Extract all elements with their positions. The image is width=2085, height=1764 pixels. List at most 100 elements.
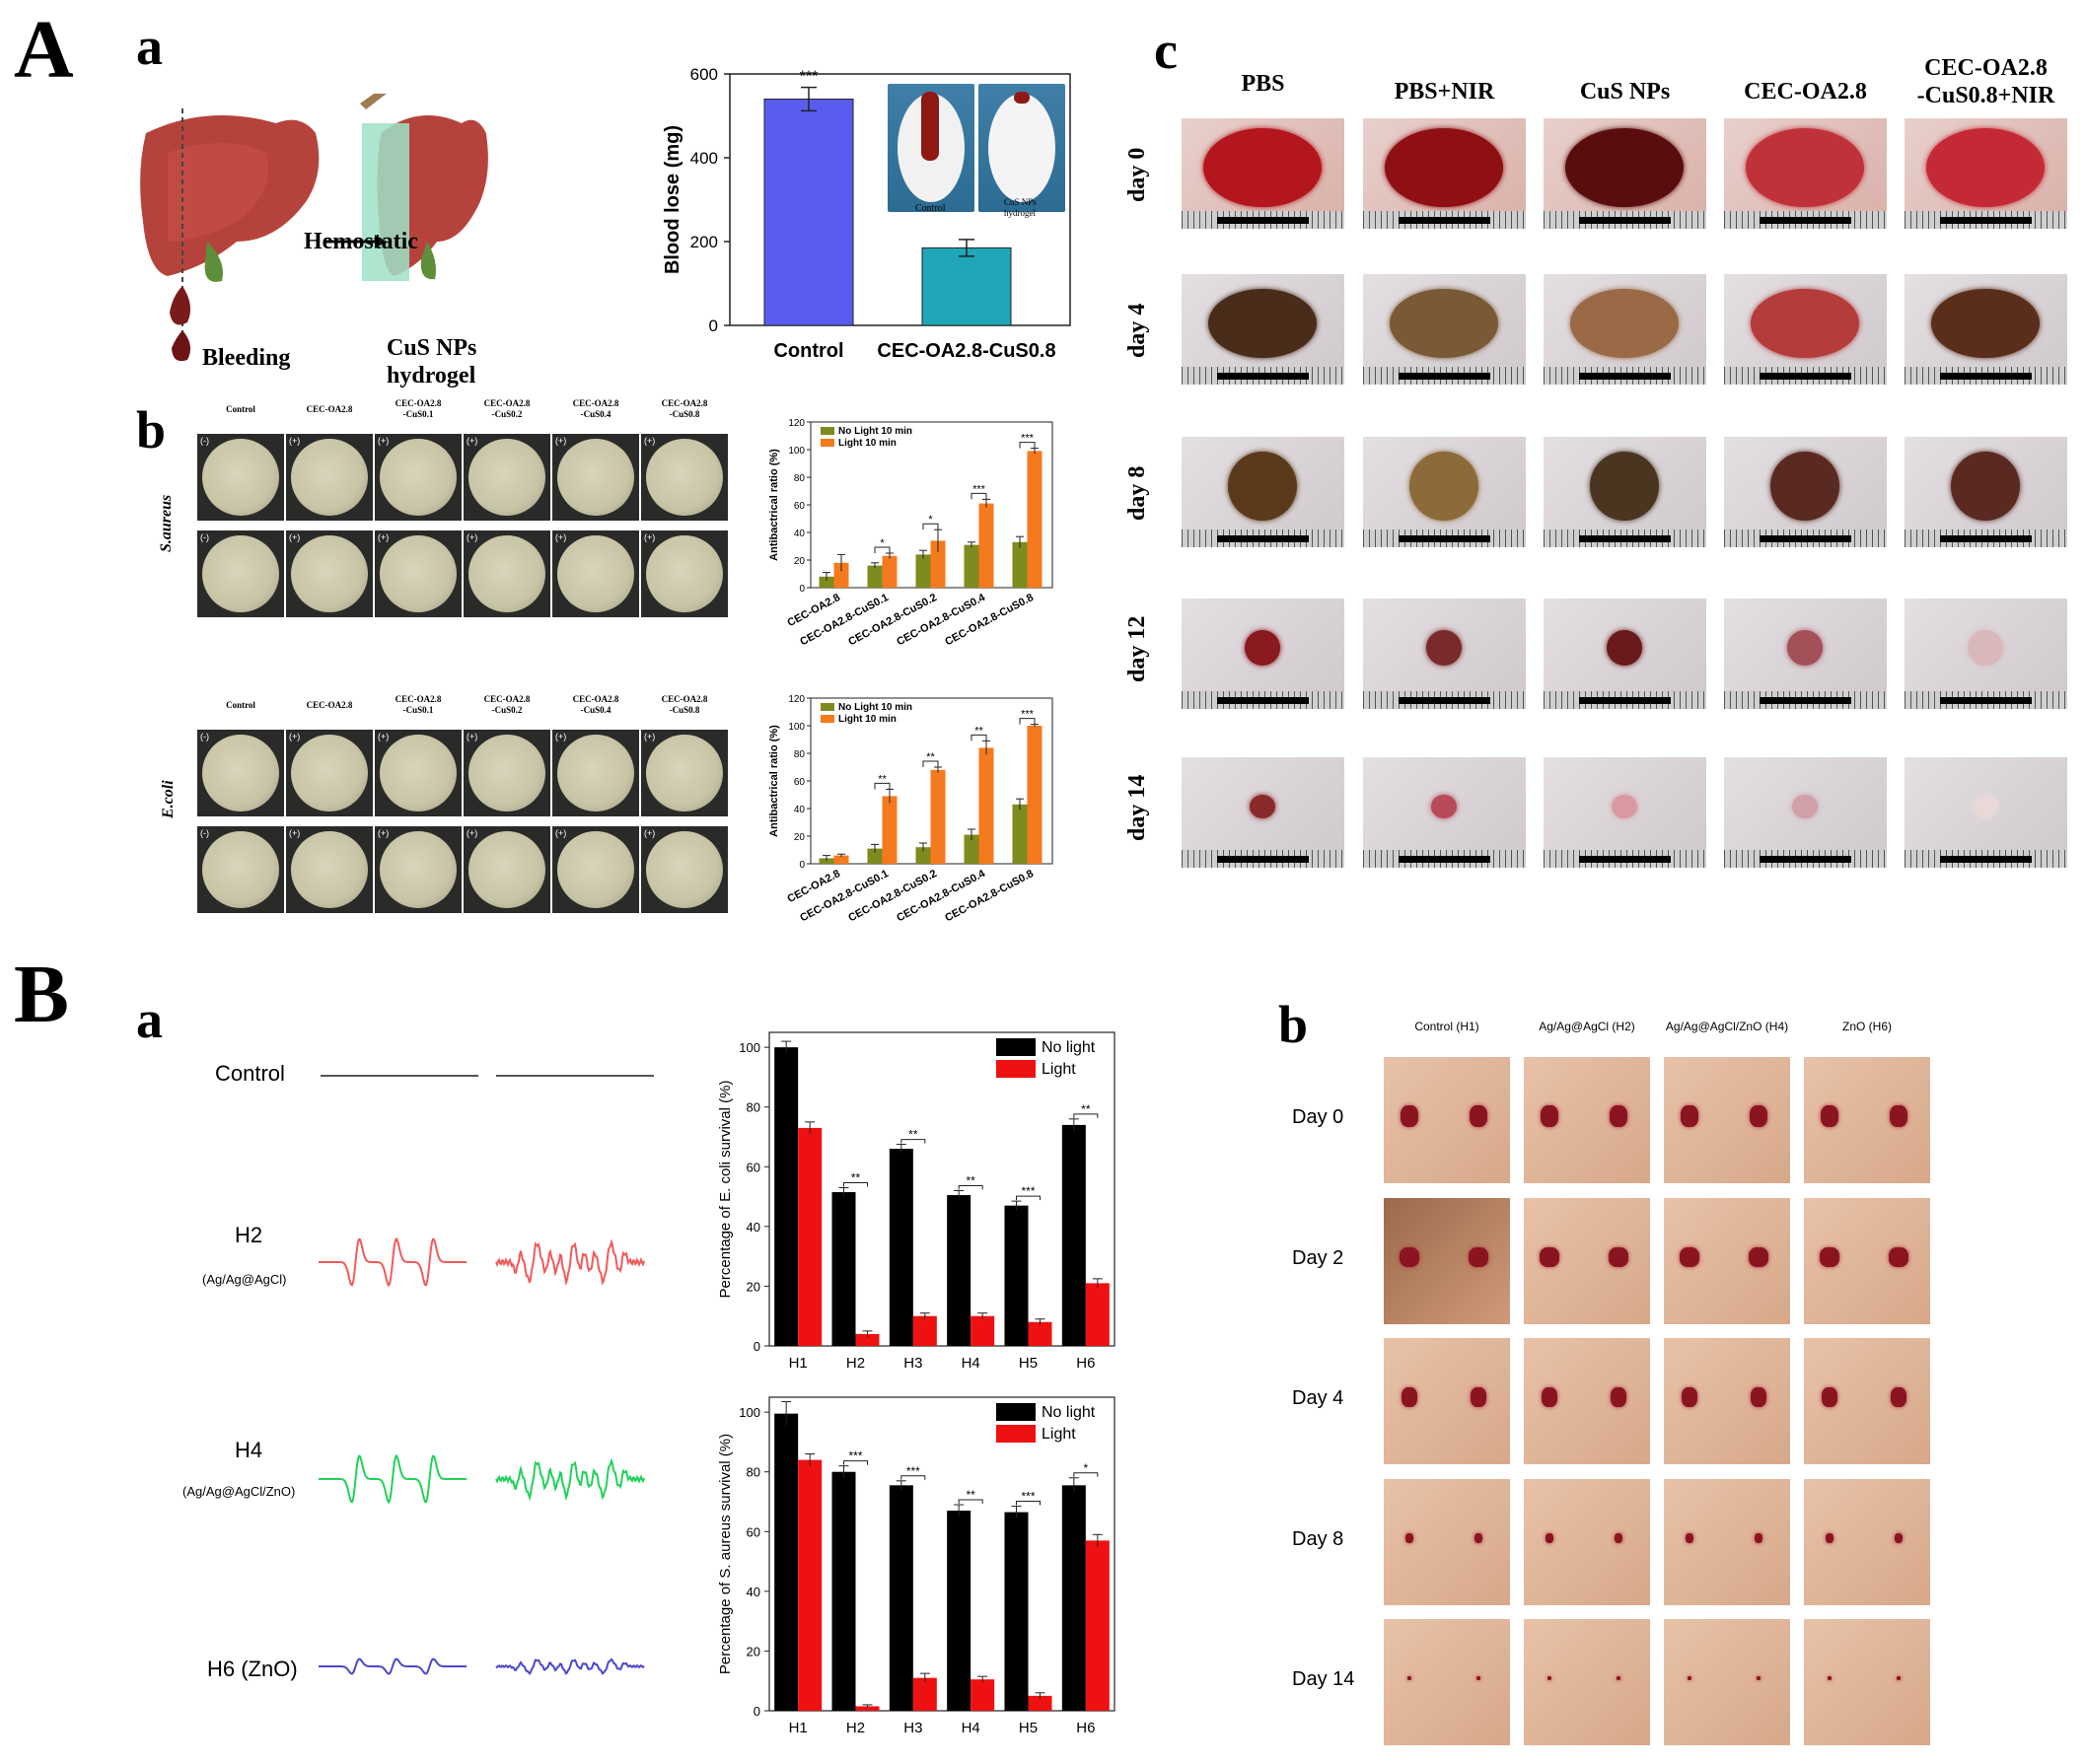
wound-b-photo xyxy=(1524,1338,1650,1464)
wound-photo xyxy=(1182,274,1344,385)
significance-bracket xyxy=(971,734,987,741)
significance-bracket xyxy=(1073,1472,1099,1477)
scale-bar-line xyxy=(1579,373,1671,380)
dish-mark: (-) xyxy=(200,828,209,838)
x-tick-label: H6 xyxy=(1076,1720,1095,1736)
scale-bar-line xyxy=(1399,856,1490,863)
petri-dish xyxy=(646,831,723,908)
epr-h2-spectrum-dark xyxy=(319,1236,467,1288)
scale-bar-line xyxy=(1940,373,2032,380)
significance-label: ** xyxy=(908,1128,918,1142)
legend-label: Light xyxy=(1042,1426,1076,1443)
scale-bar-line xyxy=(1399,373,1490,380)
wound-area xyxy=(1409,452,1478,521)
petri-dish xyxy=(291,735,368,811)
scale-bar xyxy=(1182,529,1344,547)
wound-photo xyxy=(1182,599,1344,709)
epr-h4-label: H4 xyxy=(235,1438,263,1462)
significance-label: *** xyxy=(972,483,986,495)
scale-bar-line xyxy=(1940,697,2032,704)
scale-bar-line xyxy=(1217,697,1309,704)
wound-spot xyxy=(1474,1533,1482,1543)
x-tick-label: CEC-OA2.8-CuS0.8 xyxy=(943,592,1036,648)
wound-column-header: CEC-OA2.8 xyxy=(1924,55,2048,81)
liver-schematic xyxy=(140,94,488,362)
wound-spot xyxy=(1755,1533,1762,1543)
wound-spot xyxy=(1889,1247,1908,1267)
wound-spot xyxy=(1681,1105,1698,1127)
bar xyxy=(1027,726,1042,864)
y-tick-label: 80 xyxy=(747,1465,760,1480)
wound-area xyxy=(1203,128,1322,207)
legend-swatch xyxy=(821,439,834,447)
wound-spot xyxy=(1471,1387,1486,1407)
plot-frame xyxy=(729,73,1071,326)
wound-spot xyxy=(1826,1533,1833,1543)
panel-label-Ac: c xyxy=(1154,21,1178,80)
x-tick-label: H1 xyxy=(789,1720,808,1736)
wound-area xyxy=(1968,630,2003,666)
wound-b-photo xyxy=(1524,1198,1650,1324)
y-tick-label: 0 xyxy=(799,584,805,595)
legend-label: No light xyxy=(1042,1039,1096,1056)
y-tick-label: 20 xyxy=(747,1279,760,1294)
antibac-saureus-chart: 0 20 40 60 80 100 120 Antibactrical ratio (%) CE… xyxy=(768,418,1053,648)
ecoli-label: E.coli xyxy=(160,780,177,818)
scale-bar xyxy=(1905,850,2067,868)
legend-label: Light 10 min xyxy=(838,438,897,449)
scale-bar xyxy=(1182,691,1344,709)
plate-column-header: -CuS0.4 xyxy=(580,409,611,419)
bar xyxy=(882,796,898,864)
wound-b-photo xyxy=(1384,1057,1510,1183)
liver-bleeding xyxy=(140,108,320,362)
scale-bar-line xyxy=(1940,856,2032,863)
petri-dish-photo: (+) xyxy=(286,530,373,617)
bar xyxy=(763,99,854,326)
wound-area xyxy=(1565,128,1684,207)
y-tick-label: 80 xyxy=(794,473,806,484)
plate-column-header: CEC-OA2.8 xyxy=(661,694,708,704)
wound-area xyxy=(1426,630,1462,666)
saureus-survival-chart: 0 20 40 60 80 100 Percentage of S. aureus surv… xyxy=(717,1396,1115,1736)
wound-photo xyxy=(1182,118,1344,229)
petri-dish-photo: (+) xyxy=(375,434,462,521)
y-tick-label: 60 xyxy=(794,777,806,788)
dish-mark: (+) xyxy=(378,436,390,446)
panel-label-Ab: b xyxy=(136,400,167,459)
significance-bracket xyxy=(900,1139,926,1144)
wound-column-header: PBS xyxy=(1241,71,1285,97)
scale-bar xyxy=(1544,691,1706,709)
bar xyxy=(1028,1321,1052,1346)
wound-area xyxy=(1792,795,1818,818)
wound-row-label: day 14 xyxy=(1124,774,1150,841)
scale-bar xyxy=(1363,529,1526,547)
significance-bracket xyxy=(843,1460,868,1465)
scale-bar-line xyxy=(1760,535,1851,542)
wound-b-photo xyxy=(1384,1619,1510,1745)
wound-b-photo xyxy=(1384,1338,1510,1464)
petri-dish xyxy=(291,831,368,908)
wound-photo xyxy=(1724,118,1887,229)
bar xyxy=(774,1047,799,1346)
wound-spot xyxy=(1750,1105,1767,1127)
y-tick-label: 100 xyxy=(788,446,805,457)
bar xyxy=(1027,451,1042,588)
dish-mark: (-) xyxy=(200,532,209,542)
y-tick-label: 20 xyxy=(794,832,806,843)
petri-dish xyxy=(646,535,723,612)
significance-bracket xyxy=(1019,442,1036,449)
panel-label-Ba: a xyxy=(136,990,163,1049)
significance-bracket xyxy=(874,782,891,790)
bar xyxy=(1012,804,1028,864)
wound-spot xyxy=(1546,1533,1553,1543)
wound-photo xyxy=(1724,757,1887,868)
wound-spot xyxy=(1897,1676,1901,1680)
wound-b-photo xyxy=(1664,1338,1790,1464)
petri-dish xyxy=(380,439,457,516)
wound-b-column-header: Ag/Ag@AgCl/ZnO (H4) xyxy=(1665,1020,1789,1033)
plate-column-header: -CuS0.4 xyxy=(580,705,611,715)
panel-label-Bb: b xyxy=(1278,995,1309,1054)
wound-spot xyxy=(1541,1105,1558,1127)
wound-photo xyxy=(1905,757,2067,868)
wound-spot xyxy=(1749,1247,1768,1267)
